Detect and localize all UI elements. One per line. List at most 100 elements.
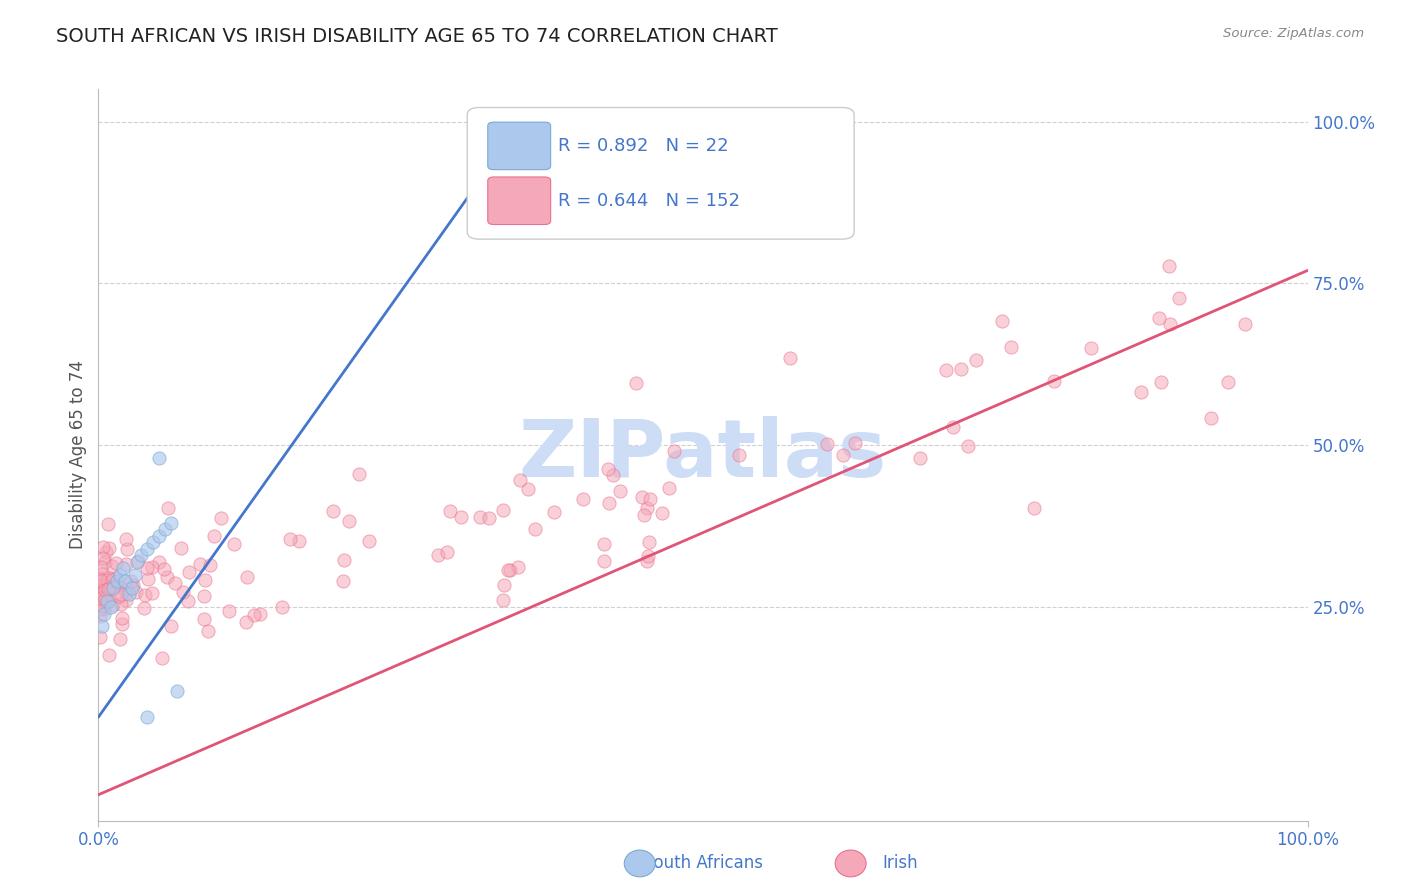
Point [115,542,138,557]
Point [89,572,111,586]
Point [89,591,111,605]
Point [91,551,114,566]
Text: Source: ZipAtlas.com: Source: ZipAtlas.com [1223,27,1364,40]
Point [122,578,145,592]
Point [141,559,163,574]
Point [118,587,141,601]
Point [815,437,838,451]
Point [637,549,659,563]
Point [115,532,138,546]
Point [1042,375,1064,389]
Point [602,467,624,482]
Point [218,604,240,618]
Point [1199,410,1222,425]
Point [193,590,215,604]
Point [1150,375,1173,389]
Point [127,555,149,569]
Point [110,597,132,611]
Point [236,569,259,583]
Text: South Africans: South Africans [643,855,763,872]
Point [101,581,124,595]
Point [170,541,193,555]
Point [288,534,311,549]
Point [156,501,179,516]
Point [626,376,648,390]
Point [198,558,221,572]
Point [90,560,112,574]
Point [630,491,652,505]
Point [359,533,381,548]
Point [135,541,157,556]
Point [249,607,271,621]
Point [129,548,152,562]
Point [658,481,681,495]
Point [509,473,531,487]
Point [593,537,616,551]
Point [194,573,217,587]
Point [132,601,155,615]
Point [779,351,801,365]
Point [242,607,264,622]
Point [1159,259,1181,273]
Point [89,571,111,585]
Point [160,618,183,632]
Point [492,578,515,592]
Point [664,444,686,458]
Point [153,522,176,536]
Point [108,589,131,603]
Point [91,619,114,633]
Point [1159,318,1181,332]
Point [93,594,115,608]
Point [98,581,121,595]
Point [89,601,111,615]
Point [496,563,519,577]
Point [155,570,177,584]
Point [90,574,112,588]
Point [104,571,127,585]
Point [450,510,472,524]
Point [990,314,1012,328]
Point [160,516,183,530]
Text: SOUTH AFRICAN VS IRISH DISABILITY AGE 65 TO 74 CORRELATION CHART: SOUTH AFRICAN VS IRISH DISABILITY AGE 65… [56,27,778,45]
Point [727,448,749,462]
Point [93,607,115,621]
Point [523,522,546,536]
Point [222,537,245,551]
Point [436,545,458,559]
Point [96,593,118,607]
Point [592,554,614,568]
Point [105,574,128,589]
Point [908,451,931,466]
Point [93,582,115,597]
Point [633,508,655,523]
Point [98,594,121,608]
Point [97,541,120,555]
Point [1233,317,1256,331]
Point [111,561,134,575]
Point [111,617,134,632]
Point [942,420,965,434]
Point [100,600,122,615]
Point [90,567,112,582]
Point [121,581,143,595]
Point [136,561,159,575]
Point [202,529,225,543]
Point [120,574,142,588]
Point [426,548,449,562]
Point [209,511,232,525]
Point [101,598,124,612]
Point [956,439,979,453]
Point [609,484,631,499]
Point [127,554,149,568]
Point [844,436,866,450]
Point [124,585,146,599]
Point [94,545,117,559]
Point [1022,500,1045,515]
Point [478,510,501,524]
Point [98,582,121,596]
FancyBboxPatch shape [488,122,551,169]
Text: Irish: Irish [882,855,918,872]
Point [165,576,187,591]
Point [636,554,658,568]
Point [100,573,122,587]
